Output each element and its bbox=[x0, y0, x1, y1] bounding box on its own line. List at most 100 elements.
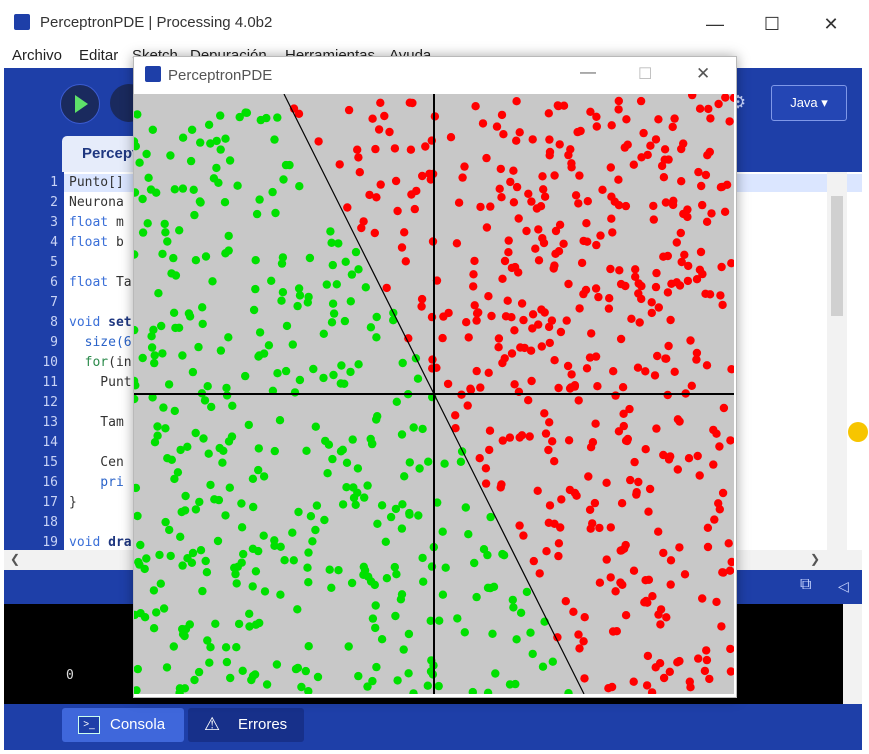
data-point bbox=[282, 321, 292, 331]
copy-console-icon[interactable]: ⧉ bbox=[800, 576, 812, 593]
code-line-13: Tam bbox=[69, 415, 124, 430]
data-point bbox=[138, 194, 147, 204]
data-point bbox=[561, 597, 570, 606]
data-point bbox=[496, 483, 505, 492]
data-point bbox=[567, 370, 576, 379]
data-point bbox=[598, 185, 607, 194]
data-point bbox=[390, 144, 400, 153]
data-point bbox=[199, 434, 208, 443]
editor-scroll-thumb[interactable] bbox=[831, 196, 843, 316]
data-point bbox=[673, 658, 682, 667]
data-point bbox=[169, 642, 178, 651]
data-point bbox=[280, 556, 289, 565]
scroll-left-icon[interactable]: ❮ bbox=[10, 552, 21, 566]
maximize-icon[interactable]: ☐ bbox=[763, 14, 781, 34]
menu-editar[interactable]: Editar bbox=[79, 47, 119, 64]
console-scrollbar[interactable] bbox=[843, 604, 862, 704]
data-point bbox=[685, 677, 694, 686]
errors-tab[interactable]: ⚠ Errores bbox=[188, 708, 304, 742]
data-point bbox=[260, 587, 270, 596]
data-point bbox=[222, 391, 232, 400]
data-point bbox=[372, 193, 381, 202]
data-point bbox=[535, 569, 544, 578]
data-point bbox=[555, 220, 565, 229]
data-point bbox=[344, 642, 353, 651]
data-point bbox=[250, 670, 260, 679]
data-point bbox=[550, 457, 559, 466]
data-point bbox=[346, 367, 355, 377]
data-point bbox=[276, 542, 285, 551]
data-point bbox=[232, 643, 241, 652]
data-point bbox=[570, 382, 579, 391]
data-point bbox=[706, 114, 715, 123]
data-point bbox=[196, 546, 206, 555]
data-point bbox=[268, 187, 277, 197]
sketch-close-icon[interactable]: ✕ bbox=[696, 64, 711, 83]
data-point bbox=[294, 284, 304, 293]
data-point bbox=[196, 138, 205, 147]
data-point bbox=[463, 401, 472, 410]
data-point bbox=[417, 302, 426, 311]
data-point bbox=[703, 542, 713, 552]
data-point bbox=[548, 657, 557, 666]
menu-archivo[interactable]: Archivo bbox=[12, 47, 63, 64]
sketch-maximize-icon[interactable]: ☐ bbox=[638, 66, 653, 83]
close-icon[interactable]: ✕ bbox=[823, 14, 839, 34]
data-point bbox=[216, 346, 226, 355]
data-point bbox=[617, 499, 627, 508]
data-point bbox=[636, 96, 646, 106]
data-point bbox=[534, 225, 543, 234]
data-point bbox=[389, 316, 398, 325]
data-point bbox=[709, 425, 718, 435]
sketch-minimize-icon[interactable]: — bbox=[580, 64, 596, 81]
code-line-17: } bbox=[69, 495, 77, 510]
data-point bbox=[538, 234, 547, 243]
data-point bbox=[575, 644, 584, 653]
data-point bbox=[664, 155, 673, 164]
data-point bbox=[609, 367, 618, 376]
data-point bbox=[351, 247, 361, 257]
collapse-console-icon[interactable]: ◁ bbox=[838, 578, 849, 594]
data-point bbox=[382, 283, 391, 293]
data-point bbox=[334, 566, 343, 575]
data-point bbox=[304, 548, 313, 557]
tab-perceptron[interactable] bbox=[62, 136, 142, 172]
data-point bbox=[204, 120, 214, 129]
data-point bbox=[231, 569, 240, 579]
data-point bbox=[271, 208, 280, 218]
data-point bbox=[545, 338, 554, 348]
data-point bbox=[684, 454, 694, 463]
mode-selector[interactable]: Java ▾ bbox=[771, 85, 847, 121]
data-point bbox=[216, 145, 225, 154]
data-point bbox=[227, 432, 237, 441]
data-point bbox=[707, 209, 716, 218]
data-point bbox=[373, 412, 382, 421]
data-point bbox=[702, 655, 712, 665]
data-point bbox=[464, 333, 473, 342]
data-point bbox=[456, 457, 466, 466]
data-point bbox=[481, 479, 491, 488]
data-point bbox=[512, 136, 521, 145]
data-point bbox=[344, 105, 354, 115]
data-point bbox=[727, 557, 734, 567]
scroll-right-icon[interactable]: ❯ bbox=[810, 552, 821, 566]
data-point bbox=[507, 313, 516, 322]
data-point bbox=[206, 139, 215, 148]
run-button[interactable] bbox=[60, 84, 100, 124]
data-point bbox=[150, 351, 159, 360]
data-point bbox=[368, 676, 377, 686]
data-point bbox=[594, 292, 603, 302]
data-point bbox=[138, 353, 147, 363]
console-tab[interactable]: >_ Consola bbox=[62, 708, 184, 742]
data-point bbox=[241, 108, 250, 117]
data-point bbox=[725, 117, 734, 126]
data-point bbox=[541, 429, 551, 438]
data-point bbox=[191, 505, 201, 514]
data-point bbox=[206, 480, 215, 490]
data-point bbox=[391, 504, 401, 514]
data-point bbox=[487, 311, 496, 321]
data-point bbox=[169, 308, 179, 317]
minimize-icon[interactable]: — bbox=[706, 14, 724, 34]
data-point bbox=[584, 472, 593, 481]
data-point bbox=[649, 215, 658, 224]
